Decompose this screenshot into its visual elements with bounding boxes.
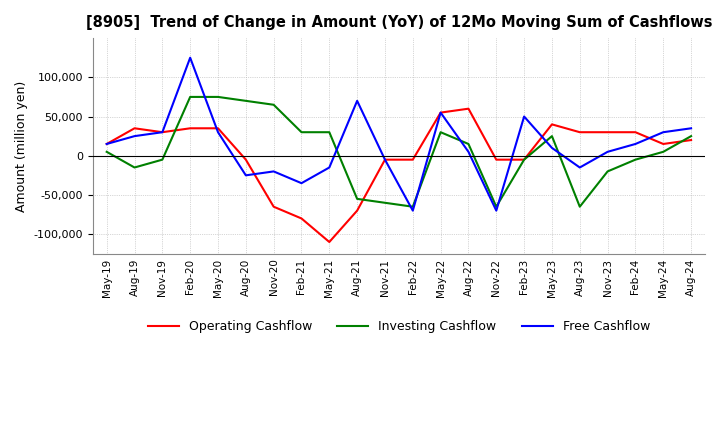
Y-axis label: Amount (million yen): Amount (million yen)	[15, 81, 28, 212]
Operating Cashflow	[659, 141, 667, 147]
Operating Cashflow	[575, 129, 584, 135]
Legend: Operating Cashflow, Investing Cashflow, Free Cashflow: Operating Cashflow, Investing Cashflow, …	[143, 315, 655, 338]
Operating Cashflow	[214, 126, 222, 131]
Free Cashflow	[408, 208, 417, 213]
Investing Cashflow	[408, 204, 417, 209]
Operating Cashflow	[687, 137, 696, 143]
Investing Cashflow	[548, 133, 557, 139]
Free Cashflow	[603, 149, 612, 154]
Free Cashflow	[102, 141, 111, 147]
Operating Cashflow	[381, 157, 390, 162]
Operating Cashflow	[436, 110, 445, 115]
Operating Cashflow	[102, 141, 111, 147]
Free Cashflow	[158, 129, 166, 135]
Operating Cashflow	[464, 106, 473, 111]
Investing Cashflow	[297, 129, 306, 135]
Free Cashflow	[631, 141, 640, 147]
Operating Cashflow	[241, 157, 250, 162]
Investing Cashflow	[269, 102, 278, 107]
Free Cashflow	[520, 114, 528, 119]
Investing Cashflow	[158, 157, 166, 162]
Free Cashflow	[269, 169, 278, 174]
Investing Cashflow	[325, 129, 333, 135]
Free Cashflow	[381, 157, 390, 162]
Investing Cashflow	[353, 196, 361, 202]
Investing Cashflow	[520, 157, 528, 162]
Operating Cashflow	[297, 216, 306, 221]
Line: Operating Cashflow: Operating Cashflow	[107, 109, 691, 242]
Investing Cashflow	[603, 169, 612, 174]
Free Cashflow	[241, 172, 250, 178]
Operating Cashflow	[603, 129, 612, 135]
Investing Cashflow	[687, 133, 696, 139]
Investing Cashflow	[492, 204, 500, 209]
Investing Cashflow	[102, 149, 111, 154]
Free Cashflow	[186, 55, 194, 60]
Free Cashflow	[687, 126, 696, 131]
Operating Cashflow	[130, 126, 139, 131]
Line: Free Cashflow: Free Cashflow	[107, 58, 691, 211]
Operating Cashflow	[492, 157, 500, 162]
Operating Cashflow	[520, 157, 528, 162]
Free Cashflow	[464, 149, 473, 154]
Investing Cashflow	[381, 200, 390, 205]
Investing Cashflow	[436, 129, 445, 135]
Line: Investing Cashflow: Investing Cashflow	[107, 97, 691, 207]
Operating Cashflow	[548, 122, 557, 127]
Title: [8905]  Trend of Change in Amount (YoY) of 12Mo Moving Sum of Cashflows: [8905] Trend of Change in Amount (YoY) o…	[86, 15, 712, 30]
Investing Cashflow	[575, 204, 584, 209]
Operating Cashflow	[631, 129, 640, 135]
Free Cashflow	[575, 165, 584, 170]
Free Cashflow	[353, 98, 361, 103]
Operating Cashflow	[353, 208, 361, 213]
Investing Cashflow	[186, 94, 194, 99]
Investing Cashflow	[464, 141, 473, 147]
Investing Cashflow	[659, 149, 667, 154]
Operating Cashflow	[158, 129, 166, 135]
Free Cashflow	[436, 110, 445, 115]
Operating Cashflow	[325, 239, 333, 245]
Investing Cashflow	[130, 165, 139, 170]
Investing Cashflow	[214, 94, 222, 99]
Investing Cashflow	[631, 157, 640, 162]
Operating Cashflow	[186, 126, 194, 131]
Investing Cashflow	[241, 98, 250, 103]
Operating Cashflow	[408, 157, 417, 162]
Operating Cashflow	[269, 204, 278, 209]
Free Cashflow	[548, 145, 557, 150]
Free Cashflow	[325, 165, 333, 170]
Free Cashflow	[492, 208, 500, 213]
Free Cashflow	[297, 180, 306, 186]
Free Cashflow	[214, 129, 222, 135]
Free Cashflow	[659, 129, 667, 135]
Free Cashflow	[130, 133, 139, 139]
